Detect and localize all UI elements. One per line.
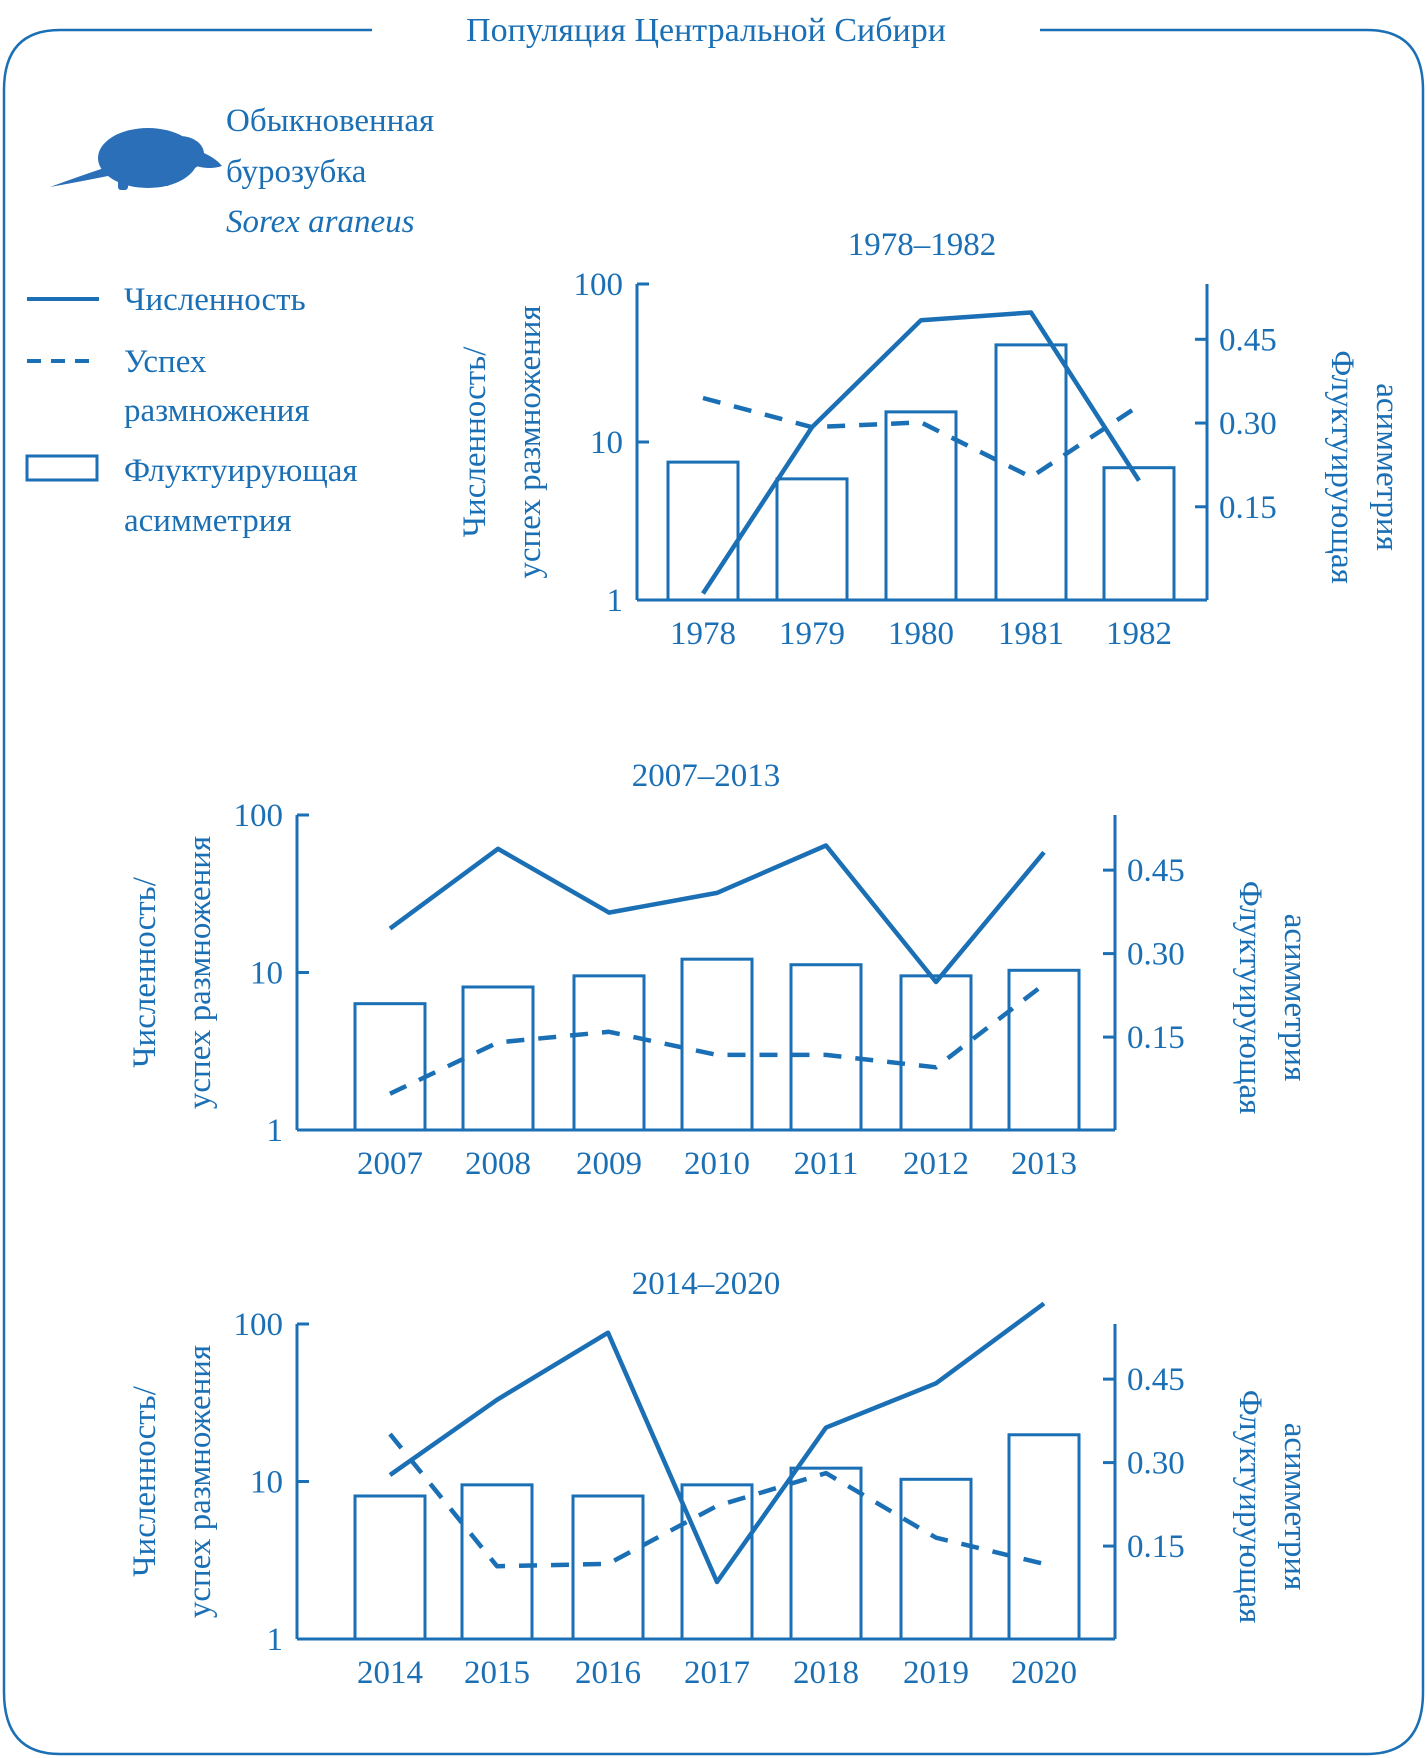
right-tick-label: 0.45 [1127,1362,1185,1398]
x-tick-label: 2012 [903,1146,969,1182]
bar-fa-1979 [775,477,849,602]
x-tick-label: 2017 [684,1655,750,1691]
legend-label-fa-2: асимметрия [124,503,292,539]
series-breeding-success-line [702,395,1141,480]
chart-0: 1978–1982 1 10 100 0.15 0.30 0.45 1978 1979 1980 1… [457,227,1405,652]
bar-fa-2014 [353,1494,427,1641]
bar-fa-2007 [353,1002,427,1132]
x-tick-label: 1979 [779,616,845,652]
species-name-line1: Обыкновенная [226,103,434,139]
bar-fa-2015 [460,1483,534,1641]
right-tick-label: 0.45 [1127,853,1185,889]
x-tick-label: 2016 [575,1655,641,1691]
chart-title: 2014–2020 [632,1266,781,1302]
frame-border [2,28,1425,1756]
bar-fa-2013 [1007,968,1081,1132]
x-tick-label: 2018 [793,1655,859,1691]
figure-title: Популяция Центральной Сибири [466,12,946,49]
right-axis-title: асимметрия [1369,383,1405,551]
right-tick-label: 0.30 [1127,1446,1185,1482]
legend-bar-icon [25,454,99,482]
right-tick-label: 0.15 [1219,490,1277,526]
legend-label-abundance: Численность [124,282,306,318]
bar-fa-2020 [1007,1433,1081,1641]
left-tick-label: 10 [250,1465,283,1501]
bar-fa-2011 [789,963,863,1132]
bar-fa-2012 [899,974,973,1132]
shrew-icon [50,128,222,190]
left-axis-title: Численность/ [127,1385,163,1577]
right-axis-title: Флуктуирующая [1232,881,1268,1115]
left-axis-title: успех размножения [182,1345,218,1618]
bar-fa-1980 [884,410,958,602]
x-tick-label: 2008 [465,1146,531,1182]
bar-fa-2009 [572,974,646,1132]
chart-1: 2007–2013 1 10 100 0.15 0.30 0.45 2007 2008 2009 2… [127,758,1313,1182]
x-tick-label: 2014 [357,1655,423,1691]
bar-fa-2010 [680,957,754,1132]
x-tick-label: 2007 [357,1146,423,1182]
left-axis-title: успех размножения [182,836,218,1109]
species-latin: Sorex araneus [226,204,415,240]
chart-2: 2014–2020 1 10 100 0.15 0.30 0.45 2014 2015 2016 2… [127,1266,1313,1691]
bar-fa-2017 [680,1483,754,1641]
x-tick-label: 2010 [684,1146,750,1182]
x-tick-label: 1978 [670,616,736,652]
bar-fa-1981 [994,343,1068,602]
left-tick-label: 1 [267,1113,284,1149]
chart-title: 1978–1982 [848,227,997,263]
legend-label-breeding-1: Успех [124,344,207,380]
bar-fa-2008 [461,985,535,1132]
x-tick-label: 1982 [1106,616,1172,652]
right-tick-label: 0.45 [1219,322,1277,358]
right-tick-label: 0.30 [1219,406,1277,442]
x-tick-label: 2011 [794,1146,859,1182]
x-tick-label: 2009 [576,1146,642,1182]
right-tick-label: 0.30 [1127,937,1185,973]
right-axis-title: асимметрия [1277,914,1313,1082]
bar-fa-2016 [571,1494,645,1641]
left-tick-label: 10 [590,425,623,461]
legend: Численность Успех размножения Флуктуирую… [25,282,358,539]
x-tick-label: 1981 [998,616,1064,652]
x-tick-label: 2015 [464,1655,530,1691]
bar-fa-1982 [1102,466,1176,602]
chart-title: 2007–2013 [632,758,781,794]
left-tick-label: 10 [250,956,283,992]
right-tick-label: 0.15 [1127,1529,1185,1565]
x-tick-label: 2013 [1011,1146,1077,1182]
left-tick-label: 100 [234,1307,284,1343]
bar-fa-2019 [899,1477,973,1641]
left-tick-label: 100 [234,798,284,834]
right-axis-title: Флуктуирующая [1324,350,1360,584]
left-axis-title: Численность/ [457,346,493,538]
legend-label-breeding-2: размножения [124,393,309,429]
species-name-line2: бурозубка [226,154,367,190]
right-tick-label: 0.15 [1127,1020,1185,1056]
left-axis-title: Численность/ [127,876,163,1068]
bar-fa-2018 [789,1466,863,1641]
legend-label-fa-1: Флуктуирующая [124,453,358,489]
left-axis-title: успех размножения [512,305,548,578]
left-tick-label: 100 [574,267,624,303]
left-tick-label: 1 [267,1622,284,1658]
x-tick-label: 1980 [888,616,954,652]
right-axis-title: асимметрия [1277,1423,1313,1591]
bar-fa-1978 [666,460,740,602]
right-axis-title: Флуктуирующая [1232,1390,1268,1624]
left-tick-label: 1 [607,583,624,619]
x-tick-label: 2019 [903,1655,969,1691]
x-tick-label: 2020 [1011,1655,1077,1691]
